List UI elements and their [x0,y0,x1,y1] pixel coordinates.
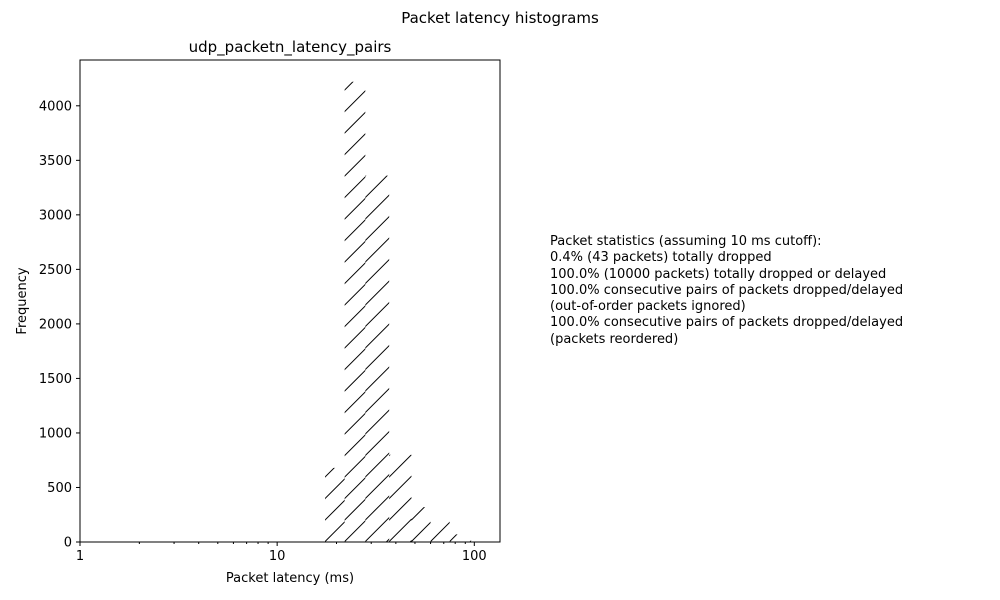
chart-title: udp_packetn_latency_pairs [189,38,392,57]
histogram-bar [344,81,366,542]
y-tick-label: 2000 [39,317,72,332]
x-axis-label: Packet latency (ms) [226,571,354,586]
y-tick-label: 2500 [39,263,72,278]
plot-frame [79,59,501,543]
stats-line: (packets reordered) [550,331,679,347]
y-tick-label: 3000 [39,208,72,223]
x-tick-label: 1 [76,549,84,564]
stats-line: 100.0% consecutive pairs of packets drop… [550,282,904,298]
packet-statistics: Packet statistics (assuming 10 ms cutoff… [550,234,903,348]
y-tick-label: 1500 [39,372,72,387]
y-tick-label: 3500 [39,154,72,169]
y-tick-label: 1000 [39,426,72,441]
figure-suptitle: Packet latency histograms [401,9,599,27]
y-tick-label: 0 [64,536,72,551]
stats-line: 100.0% (10000 packets) totally dropped o… [550,266,887,282]
x-tick-label: 100 [462,549,487,564]
stats-line: 100.0% consecutive pairs of packets drop… [550,315,904,331]
stats-line: 0.4% (43 packets) totally dropped [550,250,772,266]
y-tick-label: 4000 [39,99,72,114]
x-tick-label: 10 [269,549,286,564]
stats-heading: Packet statistics (assuming 10 ms cutoff… [550,234,822,249]
y-axis-label: Frequency [15,267,30,334]
y-tick-label: 500 [47,481,72,496]
histogram-bar [365,175,390,542]
stats-line: (out-of-order packets ignored) [550,299,746,315]
